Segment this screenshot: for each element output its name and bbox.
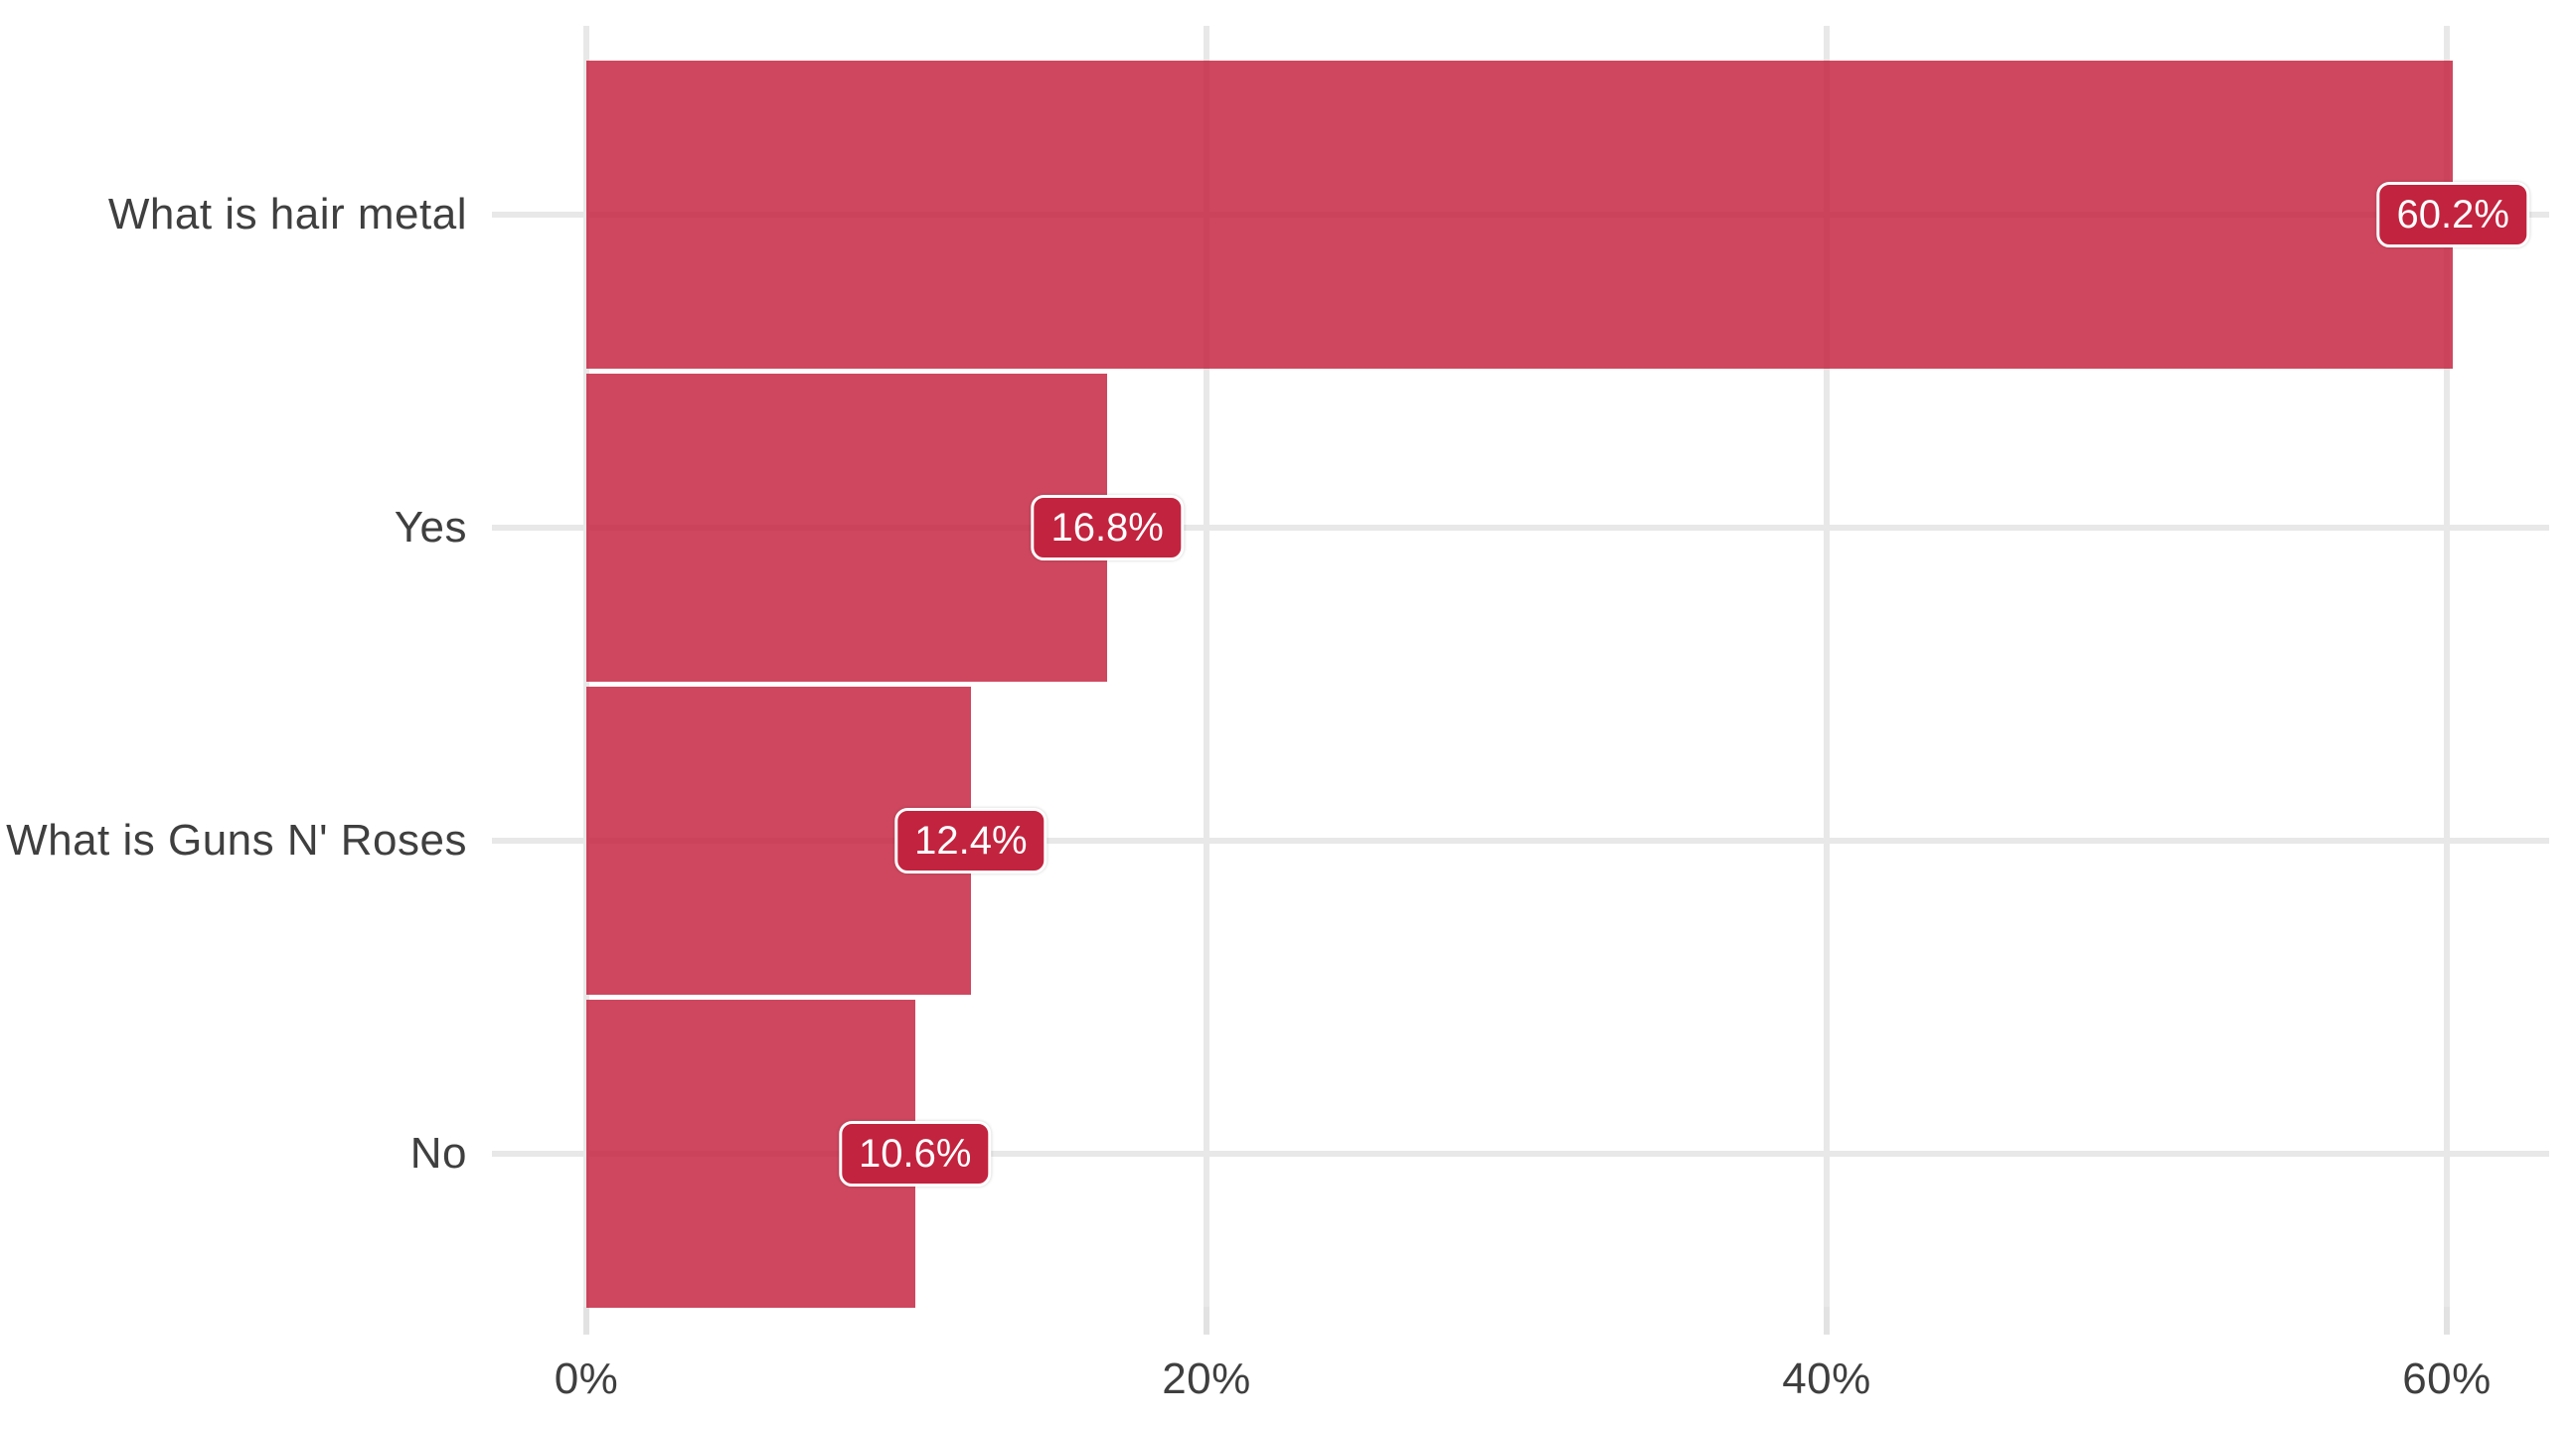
x-tick-label: 60% [2402,1354,2492,1403]
x-gridline [1824,26,1830,1307]
value-badge: 12.4% [894,807,1047,874]
category-label: What is Guns N' Roses [6,815,467,865]
y-gridline [492,837,2549,844]
x-tick-mark [1824,1307,1830,1335]
x-tick-mark [1204,1307,1209,1335]
bar [586,373,1108,682]
category-label: Yes [394,502,467,552]
y-gridline [492,524,2549,531]
bar [586,60,2454,369]
value-badge: 60.2% [2376,181,2529,247]
x-tick-mark [583,1307,589,1335]
category-label: No [409,1128,467,1178]
x-tick-label: 0% [554,1354,619,1403]
value-badge: 10.6% [839,1120,992,1187]
value-badge: 16.8% [1031,494,1184,560]
x-tick-label: 20% [1162,1354,1251,1403]
category-label: What is hair metal [107,189,467,238]
x-gridline [2444,26,2450,1307]
y-gridline [492,1150,2549,1157]
x-tick-label: 40% [1782,1354,1871,1403]
x-gridline [1204,26,1209,1307]
x-tick-mark [2444,1307,2450,1335]
